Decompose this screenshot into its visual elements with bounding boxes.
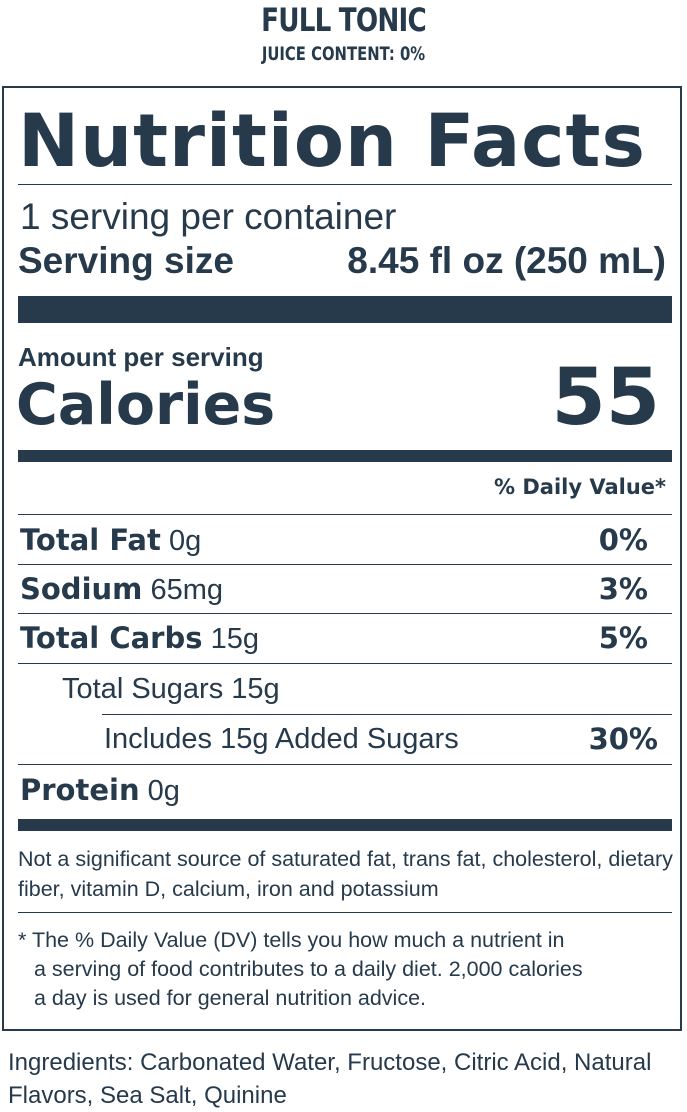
- divider: [18, 514, 672, 515]
- thick-divider: [18, 296, 672, 323]
- nutrient-amount: 65mg: [150, 574, 223, 606]
- calories-value: 55: [551, 353, 660, 443]
- divider: [18, 912, 672, 913]
- divider: [18, 184, 672, 185]
- nutrient-daily-value: 5%: [598, 621, 648, 655]
- nutrient-name: Total Carbs: [20, 621, 203, 655]
- servings-per-container: 1 serving per container: [20, 196, 397, 237]
- nutrient-daily-value: 0%: [598, 523, 648, 557]
- divider: [18, 613, 672, 614]
- daily-value-header: % Daily Value*: [494, 475, 666, 499]
- product-name: FULL TONIC: [261, 1, 427, 39]
- nutrient-row-total-fat: Total Fat 0g 0%: [20, 516, 670, 564]
- nutrition-facts-panel: Nutrition Facts 1 serving per container …: [2, 86, 682, 1031]
- serving-size-value: 8.45 fl oz (250 mL): [347, 240, 666, 281]
- calories-label: Calories: [16, 372, 276, 438]
- ingredients-list: Ingredients: Carbonated Water, Fructose,…: [8, 1049, 652, 1109]
- daily-value-footnote: * The % Daily Value (DV) tells you how m…: [18, 926, 668, 1013]
- not-significant-note: Not a significant source of saturated fa…: [18, 847, 673, 901]
- nutrient-row-protein: Protein 0g: [20, 766, 670, 814]
- nutrient-daily-value: 30%: [588, 722, 658, 756]
- nutrient-name: Total Sugars 15g: [62, 673, 280, 705]
- nutrient-name: Protein: [20, 773, 140, 807]
- nutrient-amount: 0g: [147, 775, 180, 807]
- nutrient-row-added-sugars: Includes 15g Added Sugars 30%: [104, 715, 670, 763]
- nutrient-row-total-carbs: Total Carbs 15g 5%: [20, 614, 670, 662]
- footnote-line: a serving of food contributes to a daily…: [34, 957, 583, 981]
- nutrient-amount: 15g: [210, 623, 259, 655]
- nutrient-name: Includes 15g Added Sugars: [104, 723, 459, 755]
- nutrition-facts-title: Nutrition Facts: [18, 99, 646, 184]
- nutrient-name: Sodium: [20, 572, 143, 606]
- medium-divider: [18, 450, 672, 462]
- divider: [18, 764, 672, 765]
- divider: [102, 714, 672, 715]
- juice-content: JUICE CONTENT: 0%: [261, 43, 426, 65]
- nutrient-amount: 0g: [168, 525, 202, 557]
- footnote-line: * The % Daily Value (DV) tells you how m…: [18, 928, 565, 952]
- divider: [18, 663, 672, 664]
- nutrient-daily-value: 3%: [598, 572, 648, 606]
- divider: [18, 564, 672, 565]
- serving-size-label: Serving size: [18, 240, 234, 281]
- amount-per-serving: Amount per serving: [18, 342, 264, 372]
- footnote-line: a day is used for general nutrition advi…: [34, 986, 427, 1010]
- nutrient-name: Total Fat: [20, 523, 161, 557]
- nutrient-row-sodium: Sodium 65mg 3%: [20, 565, 670, 613]
- nutrient-row-total-sugars: Total Sugars 15g: [62, 665, 670, 713]
- medium-divider: [18, 819, 672, 831]
